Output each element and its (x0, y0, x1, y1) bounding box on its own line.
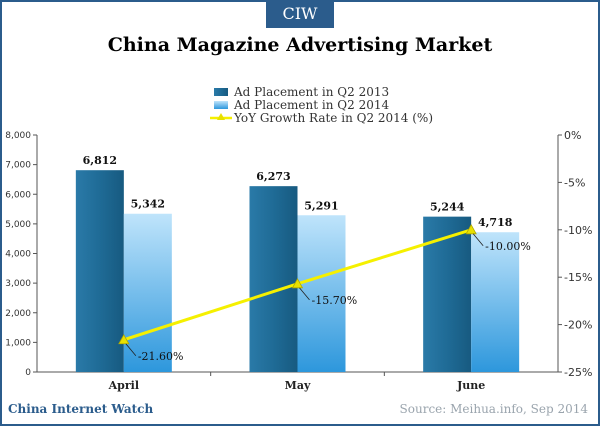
growth-marker (118, 333, 130, 345)
left-tick-label: 6,000 (5, 190, 31, 200)
bar-value-label: 6,812 (83, 154, 117, 167)
right-tick-label: -20% (564, 319, 592, 332)
legend-swatch (214, 101, 228, 109)
growth-marker (465, 223, 477, 235)
category-label: April (108, 379, 139, 392)
left-tick-label: 1,000 (5, 338, 31, 348)
legend-label: Ad Placement in Q2 2014 (233, 98, 389, 112)
growth-value-label: -10.00% (485, 240, 531, 253)
bar (75, 170, 124, 372)
bar-value-label: 4,718 (478, 216, 513, 229)
growth-line: -21.60% -15.70% -10.00% (118, 223, 531, 363)
right-tick-label: -10% (564, 224, 592, 237)
right-tick-label: -5% (564, 176, 585, 189)
right-tick-label: -15% (564, 271, 592, 284)
ciw-badge: CIW (266, 0, 334, 28)
bars: 6,812 5,342 6,273 5,291 5,244 4,718 (75, 154, 520, 372)
growth-leader-line (299, 287, 310, 301)
growth-leader-line (472, 233, 484, 247)
legend-swatch (214, 88, 228, 96)
brand-label: China Internet Watch (8, 402, 154, 416)
source-label: Source: Meihua.info, Sep 2014 (399, 402, 588, 416)
left-tick-label: 2,000 (5, 309, 31, 319)
left-tick-label: 4,000 (5, 250, 31, 260)
category-label: May (285, 379, 311, 392)
left-tick-label: 0 (25, 368, 31, 378)
bar-value-label: 6,273 (256, 170, 290, 183)
growth-value-label: -15.70% (312, 294, 358, 307)
growth-value-label: -21.60% (138, 350, 184, 363)
left-tick-label: 7,000 (5, 161, 31, 171)
bar-value-label: 5,342 (131, 198, 165, 211)
right-tick-label: -25% (564, 366, 592, 379)
legend-label: Ad Placement in Q2 2013 (233, 85, 389, 99)
left-tick-label: 8,000 (5, 131, 31, 141)
legend-swatch-marker (217, 113, 225, 120)
bar (423, 216, 472, 372)
left-tick-label: 5,000 (5, 220, 31, 230)
bar (471, 232, 520, 372)
right-tick-label: 0% (564, 129, 581, 142)
legend-label: YoY Growth Rate in Q2 2014 (%) (233, 111, 433, 125)
bar (297, 215, 346, 372)
bar-value-label: 5,291 (304, 199, 338, 212)
chart-title: China Magazine Advertising Market (107, 34, 493, 56)
growth-leader-line (125, 343, 137, 357)
left-tick-label: 3,000 (5, 279, 31, 289)
bar (123, 213, 172, 372)
bar (249, 186, 298, 372)
bar-value-label: 5,244 (430, 201, 465, 214)
category-label: June (456, 379, 485, 392)
growth-marker (291, 278, 304, 289)
